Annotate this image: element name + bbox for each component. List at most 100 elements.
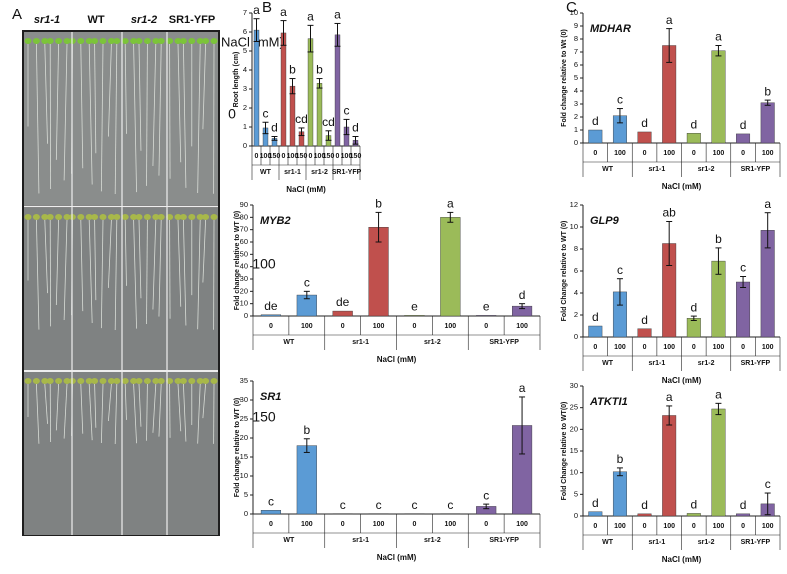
significance-letter: ab <box>663 206 677 220</box>
error-bar <box>764 492 771 516</box>
group-label: WT <box>602 539 614 546</box>
group-label: sr1-2 <box>698 539 715 546</box>
x-tick-label: 0 <box>309 153 313 160</box>
x-tick-label: 100 <box>260 153 272 160</box>
y-tick-label: 10 <box>570 468 578 477</box>
y-tick-label: 0 <box>574 332 578 341</box>
group-label: WT <box>602 360 614 367</box>
leaf <box>196 378 204 384</box>
root <box>158 43 162 176</box>
y-tick-label: 5 <box>574 489 578 498</box>
significance-letter: de <box>264 299 278 313</box>
y-tick-label: 5 <box>244 490 248 499</box>
y-tick-label: 7 <box>574 47 578 56</box>
leaf <box>179 38 187 44</box>
group-label: sr1-1 <box>649 360 666 367</box>
root <box>202 43 206 130</box>
root <box>114 219 118 330</box>
leaf <box>32 38 40 44</box>
significance-letter: b <box>375 197 382 211</box>
leaf <box>166 214 174 220</box>
root <box>146 219 148 325</box>
root <box>88 43 93 185</box>
y-tick-label: 1 <box>243 122 247 131</box>
leaf <box>63 378 71 384</box>
root <box>108 219 112 288</box>
significance-letter: a <box>715 30 722 44</box>
significance-letter: d <box>690 300 697 314</box>
y-tick-label: 4 <box>574 288 578 297</box>
x-tick-label: 100 <box>663 523 675 530</box>
y-axis-label: Fold Change relative to WT(0) <box>561 402 568 501</box>
leaf <box>107 378 115 384</box>
bar <box>637 328 652 338</box>
significance-letter: b <box>316 63 323 77</box>
y-tick-label: 20 <box>240 286 248 295</box>
chart-title: MYB2 <box>260 215 291 227</box>
root <box>36 383 40 444</box>
x-axis-label: NaCl (mM) <box>662 182 702 191</box>
significance-letter: a <box>666 13 673 27</box>
error-bar <box>616 108 623 124</box>
root <box>138 383 142 427</box>
y-tick-label: 5 <box>243 46 247 55</box>
leaf <box>55 378 63 384</box>
y-tick-label: 30 <box>240 274 248 283</box>
y-tick-label: 1 <box>574 125 578 134</box>
y-tick-label: 25 <box>240 414 248 423</box>
bar <box>686 133 701 144</box>
error-bar <box>764 99 771 106</box>
x-tick-label: 0 <box>741 344 745 351</box>
x-tick-label: 100 <box>287 153 299 160</box>
root <box>36 43 40 194</box>
root <box>133 43 137 193</box>
root <box>133 383 137 444</box>
error-bar <box>483 503 490 510</box>
root <box>114 43 118 194</box>
root <box>138 43 142 151</box>
y-tick-label: 50 <box>240 249 248 258</box>
leaf <box>85 214 93 220</box>
bar <box>588 129 603 144</box>
leaf <box>46 378 54 384</box>
leaf <box>210 38 218 44</box>
x-tick-label: 150 <box>296 153 308 160</box>
leaf <box>77 214 85 220</box>
chart-title: GLP9 <box>590 215 620 227</box>
significance-letter: a <box>764 197 771 211</box>
group-label: sr1-1 <box>352 537 369 544</box>
y-tick-label: 0 <box>574 138 578 147</box>
genotype-label: WT <box>87 14 104 26</box>
error-bar <box>303 290 310 300</box>
root <box>94 219 97 301</box>
error-bar <box>764 212 771 249</box>
x-tick-label: 100 <box>614 344 626 351</box>
significance-letter: d <box>352 121 359 135</box>
significance-letter: c <box>304 276 310 290</box>
x-tick-label: 150 <box>350 153 362 160</box>
y-tick-label: 90 <box>240 200 248 209</box>
chart-title: SR1 <box>260 391 281 403</box>
leaf <box>130 378 138 384</box>
leaf <box>77 378 85 384</box>
x-tick-label: 0 <box>269 323 273 330</box>
significance-letter: d <box>641 313 648 327</box>
x-tick-label: 100 <box>663 344 675 351</box>
bar <box>736 133 751 144</box>
root <box>152 43 157 167</box>
genotype-label: sr1-1 <box>34 14 60 26</box>
chart: 0 1 2 3 4 5 6 7 8 9 10 MDHAR Fold change relative to… <box>561 8 781 191</box>
y-tick-label: 9 <box>574 21 578 30</box>
leaf <box>152 378 160 384</box>
group-label: sr1-1 <box>649 539 666 546</box>
error-bar <box>303 438 310 453</box>
x-axis-label: NaCl (mM) <box>286 185 326 194</box>
bar <box>332 310 353 317</box>
error-bar <box>289 78 296 95</box>
leaf <box>135 214 143 220</box>
y-tick-label: 12 <box>570 200 578 209</box>
bar <box>612 471 627 517</box>
leaf <box>196 214 204 220</box>
leaf <box>113 378 121 384</box>
